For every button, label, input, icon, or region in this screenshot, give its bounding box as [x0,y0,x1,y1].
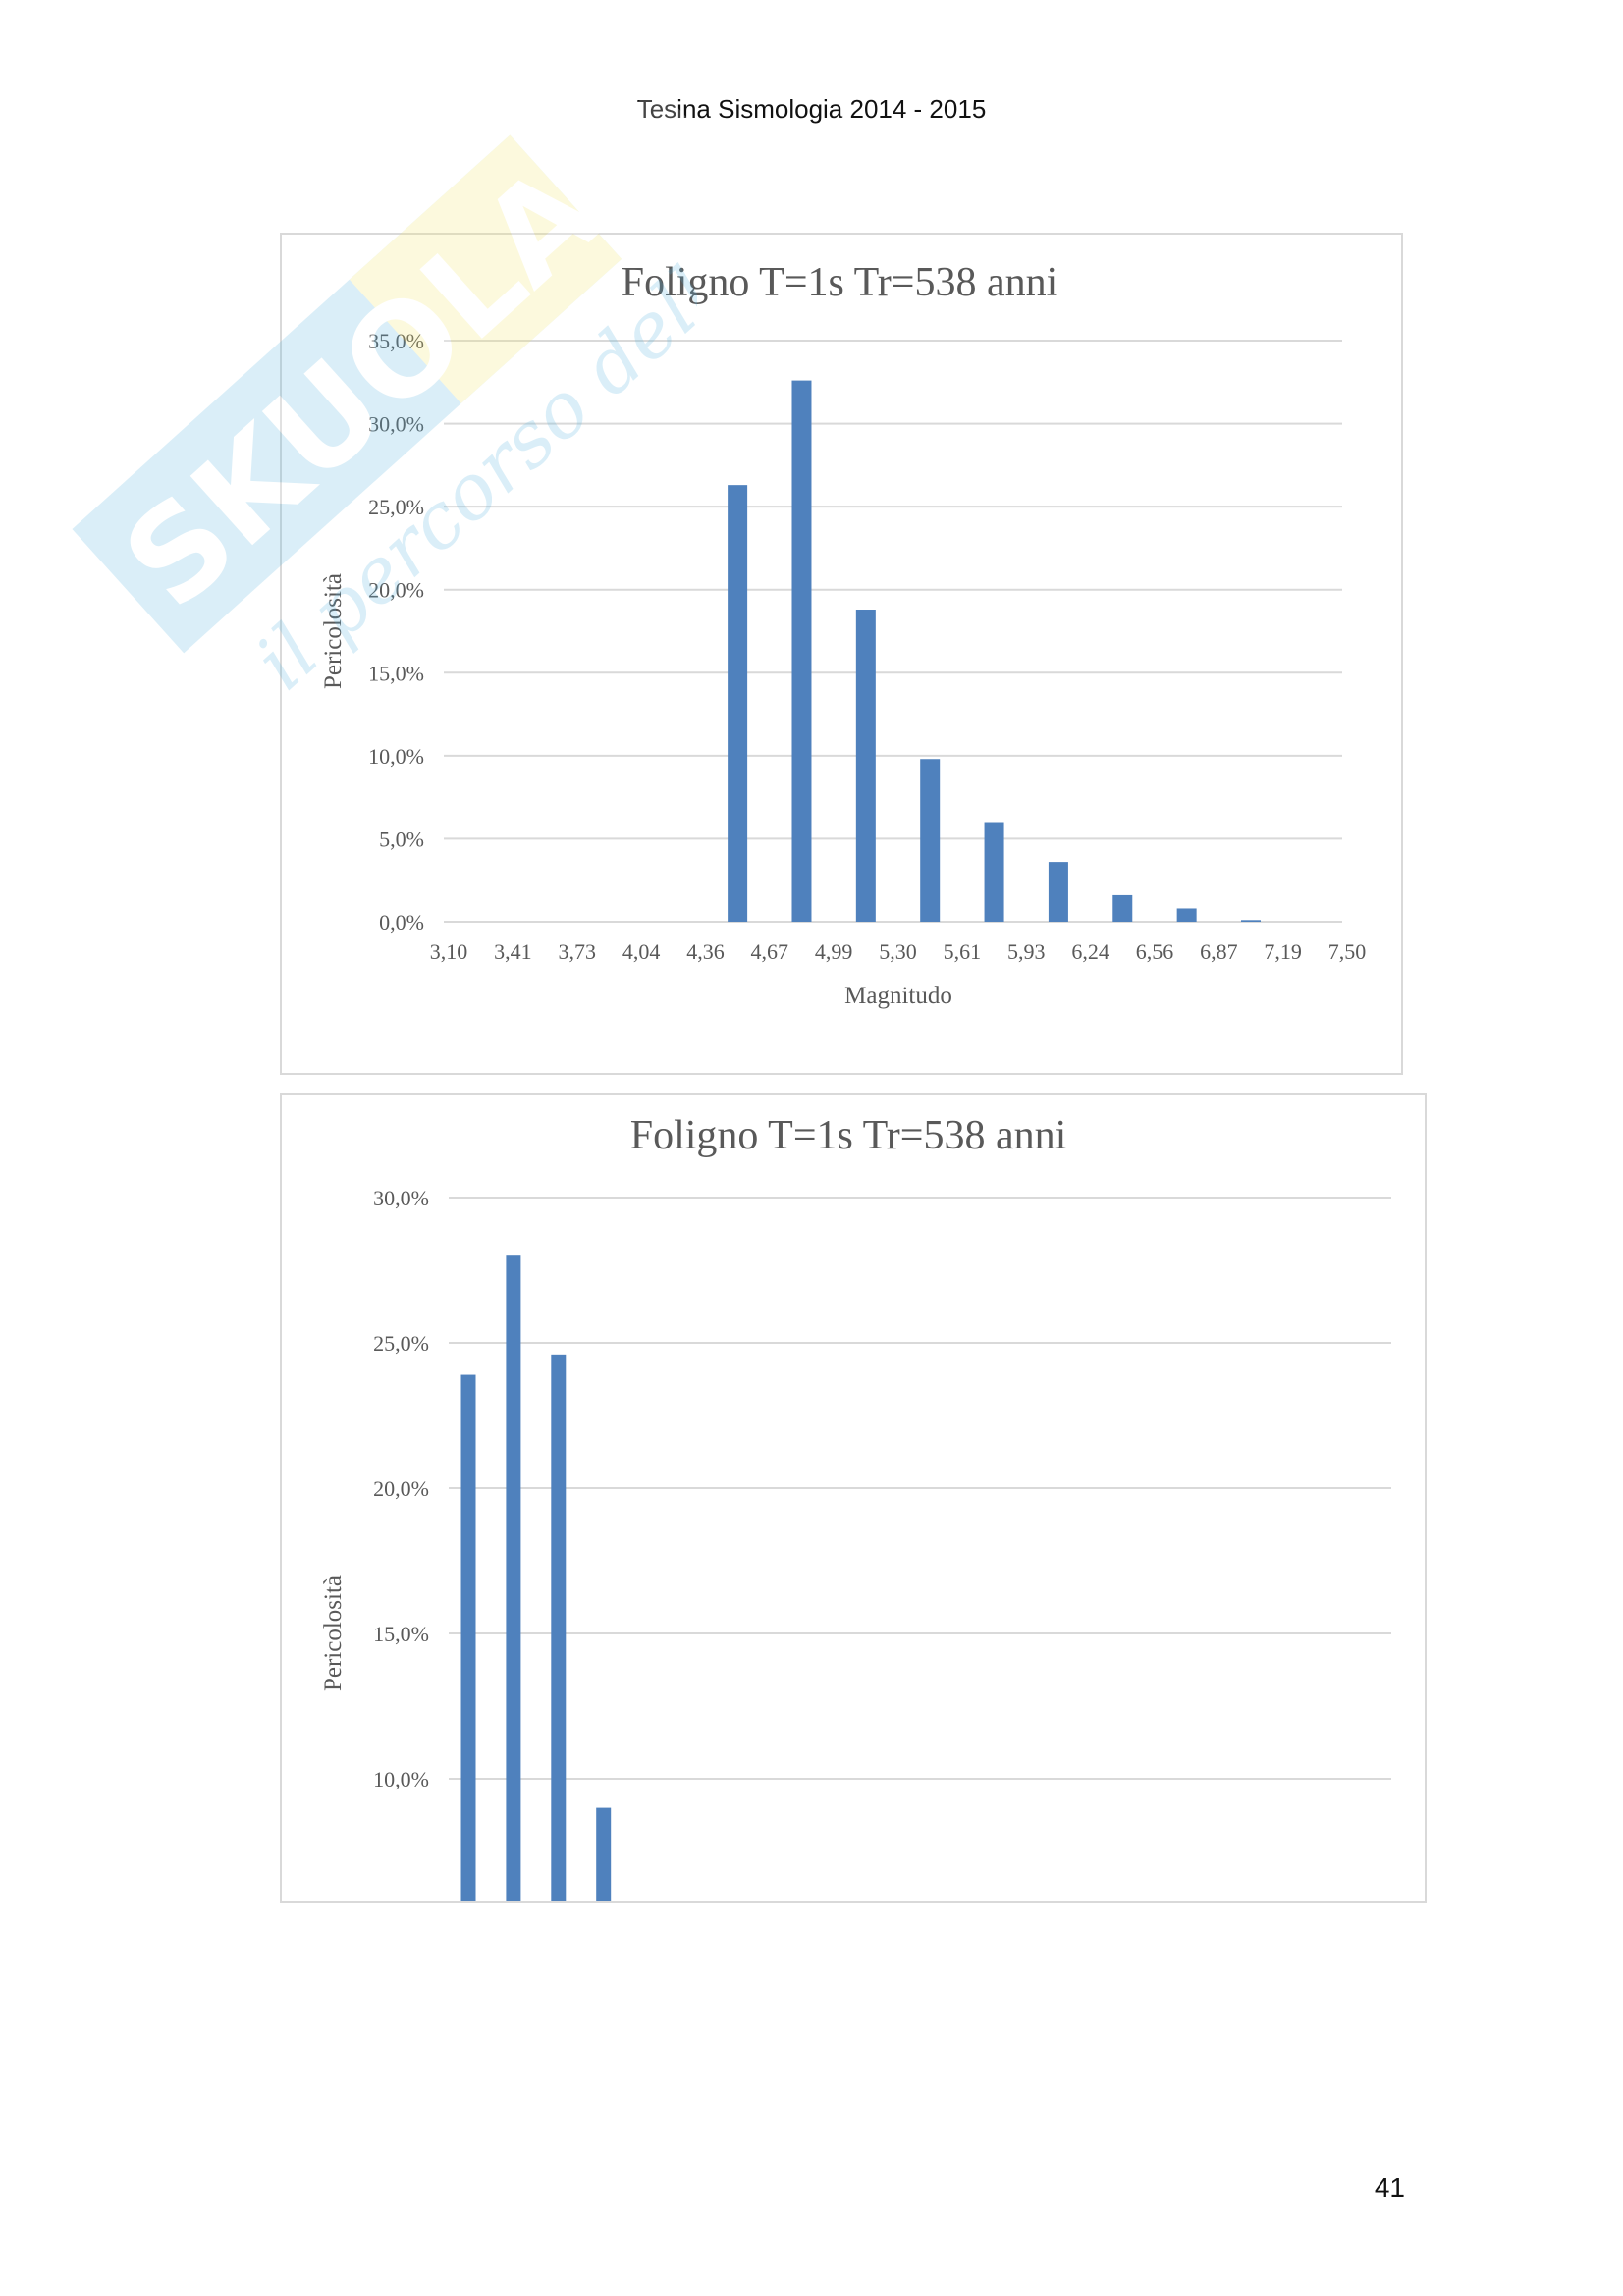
distance-y-tick-label: 30,0% [373,1186,429,1210]
magnitude-x-axis-label: Magnitudo [844,983,952,1009]
distance-bar [551,1354,567,1901]
magnitude-x-tick-label: 3,10 [430,939,468,964]
page-number: 41 [1374,2172,1405,2203]
magnitude-x-tick-label: 5,93 [1007,939,1046,964]
distance-bar [596,1807,612,1901]
magnitude-x-tick-label: 4,36 [686,939,725,964]
page-header: Tesina Sismologia 2014 - 2015 [636,94,987,124]
magnitude-x-tick-label: 5,30 [879,939,917,964]
magnitude-bar [728,485,748,922]
magnitude-y-tick-label: 5,0% [379,827,424,851]
magnitude-bar [920,759,941,922]
magnitude-bar [791,380,812,922]
magnitude-bar [1241,920,1261,922]
distance-y-tick-label: 25,0% [373,1331,429,1356]
magnitude-bar [1048,862,1068,922]
magnitude-y-tick-label: 25,0% [368,495,424,519]
distance-chart-panel: Foligno T=1s Tr=538 anni0,0%5,0%10,0%15,… [280,1093,1427,1903]
distance-y-tick-label: 10,0% [373,1767,429,1791]
magnitude-y-tick-label: 35,0% [368,329,424,353]
magnitude-y-tick-label: 30,0% [368,412,424,437]
distance-bar [506,1255,521,1901]
distance-bar [460,1374,476,1901]
magnitude-bar [984,822,1004,922]
magnitude-x-tick-label: 6,56 [1136,939,1174,964]
magnitude-y-tick-label: 20,0% [368,578,424,603]
magnitude-x-tick-label: 7,50 [1328,939,1367,964]
magnitude-y-tick-label: 0,0% [379,910,424,934]
magnitude-x-tick-label: 5,61 [944,939,982,964]
magnitude-y-tick-label: 10,0% [368,744,424,769]
magnitude-chart-panel: Foligno T=1s Tr=538 anni 0,0% 5,0% 10,0% 15,… [280,233,1403,1075]
distance-y-tick-label: 20,0% [373,1476,429,1501]
magnitude-x-tick-label: 4,67 [751,939,789,964]
magnitude-y-axis-label: Pericolosità [320,573,347,689]
magnitude-x-tick-label: 4,99 [815,939,853,964]
magnitude-x-tick-label: 6,87 [1200,939,1238,964]
distance-y-axis-label: Pericolosità [320,1575,347,1691]
magnitude-title: Foligno T=1s Tr=538 anni [622,260,1058,305]
magnitude-x-tick-label: 3,73 [558,939,596,964]
distance-y-tick-label: 15,0% [373,1622,429,1646]
magnitude-x-tick-label: 3,41 [494,939,531,964]
magnitude-y-tick-label: 15,0% [368,661,424,685]
magnitude-x-tick-label: 6,24 [1071,939,1109,964]
magnitude-bar [1112,894,1133,922]
distance-chart: Foligno T=1s Tr=538 anni0,0%5,0%10,0%15,… [320,1113,1391,1901]
magnitude-x-tick-label: 7,19 [1264,939,1302,964]
distance-title: Foligno T=1s Tr=538 anni [630,1113,1067,1158]
magnitude-x-tick-label: 4,04 [622,939,661,964]
magnitude-bar [1176,908,1197,922]
magnitude-chart: Foligno T=1s Tr=538 anni 0,0% 5,0% 10,0% 15,… [320,260,1367,1009]
magnitude-bar [855,610,876,922]
